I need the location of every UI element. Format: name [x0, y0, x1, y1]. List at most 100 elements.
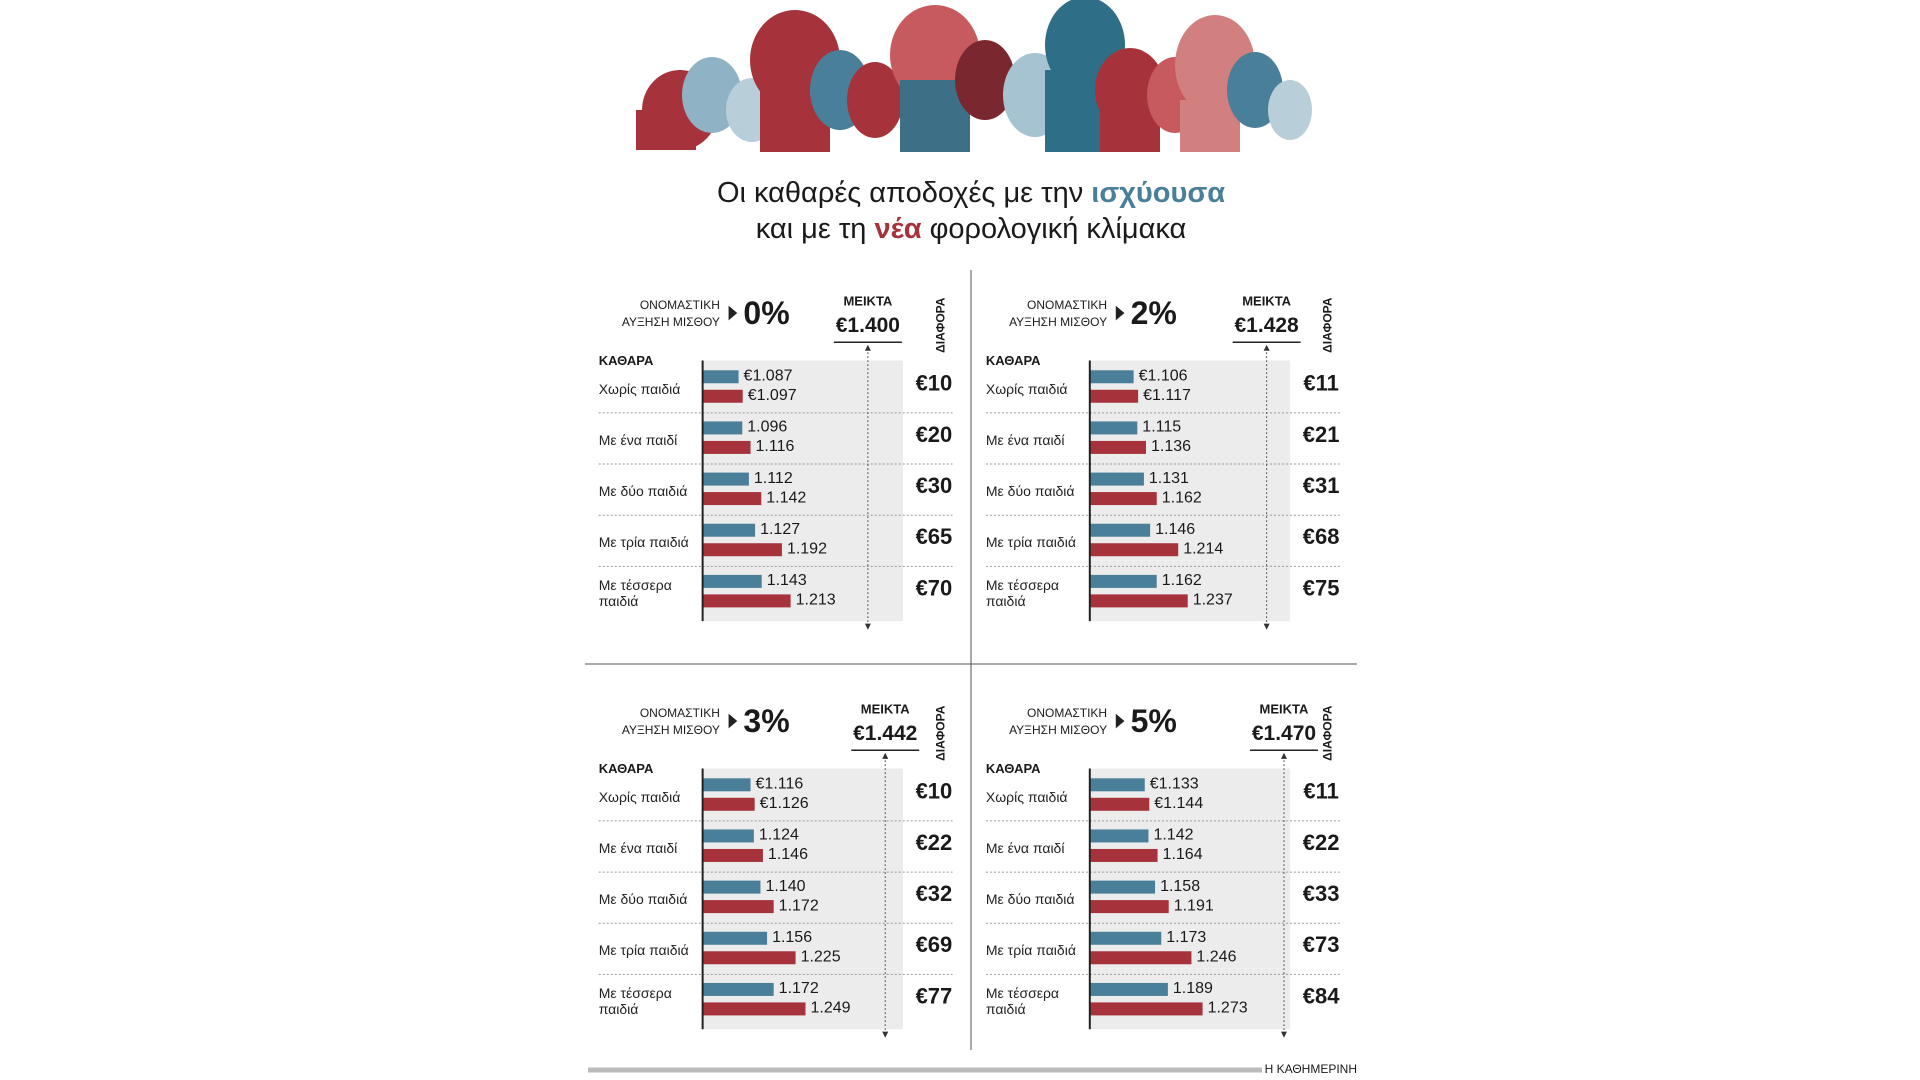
difference-label: €32: [916, 881, 953, 906]
value-label: 1.192: [787, 540, 827, 557]
value-label: €1.106: [1139, 367, 1188, 384]
bar: [1089, 523, 1151, 537]
value-label: 1.143: [767, 572, 807, 589]
bar: [702, 880, 761, 894]
category-label: Με τέσσερα παιδιά: [598, 985, 672, 1018]
difference-label: €11: [1303, 371, 1339, 396]
category-label: Με τέσσερα παιδιά: [985, 985, 1060, 1018]
value-label: 1.124: [759, 827, 799, 844]
difference-label: €30: [916, 473, 953, 498]
category-cell: Με ένα παιδί: [985, 431, 1065, 448]
bar: [702, 389, 743, 403]
difference-label: €65: [916, 524, 953, 549]
category-label: Με ένα παιδί: [598, 839, 678, 856]
value-label: 1.146: [768, 846, 808, 863]
category-cell: Με τέσσερα παιδιά: [986, 577, 1059, 609]
value-label: 1.189: [1173, 980, 1213, 997]
net-caption: ΚΑΘΑΡΑ: [986, 761, 1041, 776]
category-cell: Με ένα παιδί: [599, 432, 678, 448]
difference-label: €69: [916, 932, 953, 957]
value-label: 1.214: [1183, 540, 1223, 557]
bar: [1089, 931, 1162, 945]
category-cell: Χωρίς παιδιά: [985, 788, 1068, 805]
bar: [1089, 440, 1146, 454]
value-label: 1.273: [1208, 1000, 1248, 1017]
category-label: Με τέσσερα παιδιά: [598, 577, 672, 610]
title-line-1: Οι καθαρές αποδοχές με την ισχύουσα: [717, 177, 1225, 209]
bar: [1089, 778, 1145, 792]
category-cell: Χωρίς παιδιά: [598, 380, 681, 397]
bar: [1089, 389, 1139, 403]
raise-label: 0%: [743, 295, 789, 331]
value-label: 1.115: [1142, 419, 1181, 436]
category-label: Με δύο παιδιά: [598, 482, 688, 499]
bar: [702, 982, 774, 996]
difference-label: €77: [916, 983, 953, 1008]
category-label: Χωρίς παιδιά: [598, 380, 681, 397]
raise-caption: ΟΝΟΜΑΣΤΙΚΗ: [1027, 298, 1107, 312]
value-label: 1.131: [1149, 470, 1189, 487]
category-label: Χωρίς παιδιά: [985, 788, 1068, 805]
category-cell: Χωρίς παιδιά: [985, 380, 1068, 397]
category-cell: Με δύο παιδιά: [598, 482, 688, 499]
difference-label: €11: [1303, 779, 1339, 804]
category-label: Με δύο παιδιά: [985, 482, 1075, 499]
bar: [702, 829, 754, 843]
bar: [702, 594, 791, 608]
value-label: €1.117: [1143, 387, 1191, 404]
category-label: Με ένα παιδί: [985, 431, 1065, 448]
raise-label: 3%: [743, 703, 789, 739]
gross-arrow: [864, 344, 871, 351]
raise-caption: ΑΥΞΗΣΗ ΜΙΣΘΟΥ: [622, 315, 720, 329]
bar: [1089, 829, 1149, 843]
value-label: 1.146: [1155, 521, 1195, 538]
category-cell: Με τρία παιδιά: [986, 942, 1076, 958]
category-label: Χωρίς παιδιά: [985, 380, 1068, 397]
value-label: 1.246: [1196, 948, 1236, 965]
bar: [1089, 848, 1158, 862]
value-label: 1.172: [779, 980, 819, 997]
net-caption: ΚΑΘΑΡΑ: [986, 353, 1041, 368]
value-label: 1.172: [779, 897, 819, 914]
value-label: 1.127: [760, 521, 800, 538]
title-line-2: και με τη νέα φορολογική κλίμακα: [756, 213, 1187, 245]
difference-label: €22: [916, 830, 953, 855]
gross-label: €1.442: [853, 722, 917, 745]
bar: [702, 900, 774, 914]
pointer: [1115, 713, 1125, 729]
category-cell: Με ένα παιδί: [986, 840, 1065, 856]
bar: [702, 848, 763, 862]
difference-label: €22: [1303, 830, 1340, 855]
raise-label: 2%: [1131, 295, 1177, 331]
bar: [702, 421, 743, 435]
bar: [702, 492, 762, 506]
raise-caption: ΟΝΟΜΑΣΤΙΚΗ: [640, 298, 720, 312]
difference-caption: ΔΙΑΦΟΡΑ: [934, 297, 948, 353]
difference-label: €10: [916, 371, 953, 396]
value-label: €1.144: [1154, 795, 1203, 812]
raise-caption: ΟΝΟΜΑΣΤΙΚΗ: [1027, 706, 1107, 720]
category-cell: Με τρία παιδιά: [986, 534, 1076, 550]
value-label: 1.225: [801, 948, 841, 965]
title-highlight: ισχύουσα: [1091, 177, 1225, 209]
value-label: 1.237: [1193, 592, 1233, 609]
gross-arrow: [882, 1031, 889, 1038]
raise-caption: ΑΥΞΗΣΗ ΜΙΣΘΟΥ: [1009, 723, 1107, 737]
gross-label: €1.470: [1252, 722, 1316, 745]
value-label: 1.142: [1153, 827, 1193, 844]
difference-label: €21: [1303, 422, 1340, 447]
credit: Η ΚΑΘΗΜΕΡΙΝΗ: [1265, 1062, 1357, 1076]
difference-label: €75: [1303, 575, 1340, 600]
gross-label: €1.400: [836, 314, 900, 337]
pointer: [728, 305, 738, 321]
bar: [1089, 880, 1156, 894]
gross-arrow: [1263, 623, 1270, 630]
net-caption: ΚΑΘΑΡΑ: [599, 761, 654, 776]
bar: [702, 931, 768, 945]
bar: [702, 370, 739, 384]
difference-label: €68: [1303, 524, 1340, 549]
pointer: [1115, 305, 1125, 321]
title-part: και με τη: [756, 213, 867, 245]
bar: [702, 523, 756, 537]
bar: [1089, 472, 1144, 486]
